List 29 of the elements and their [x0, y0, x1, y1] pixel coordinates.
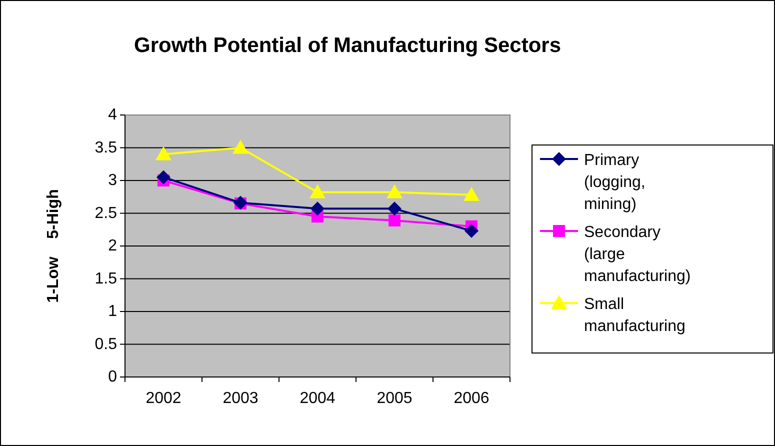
point — [310, 184, 326, 198]
legend-label: Primary (logging, mining) — [584, 152, 646, 213]
x-tick-label: 2005 — [376, 390, 412, 407]
y-tick-label: 2 — [108, 238, 118, 254]
y-tick-label: 3 — [108, 172, 118, 189]
point — [310, 202, 324, 216]
y-tick-label: 0 — [108, 368, 118, 386]
point — [232, 140, 248, 154]
x-tick-label: 2006 — [454, 390, 490, 407]
point — [156, 146, 172, 160]
y-axis-title: 1-Low 5-High — [45, 189, 62, 303]
x-tick-label: 2002 — [146, 390, 182, 407]
point — [464, 186, 480, 201]
y-tick-label: 2.5 — [94, 204, 118, 222]
point — [388, 202, 402, 216]
legend-label: Secondary (large manufacturing) — [584, 224, 691, 285]
x-tick-label: 2003 — [222, 390, 258, 407]
x-tick-label: 2004 — [300, 390, 336, 407]
y-tick-label: 4 — [108, 106, 118, 124]
y-tick-label: 1 — [108, 303, 118, 320]
y-tick-label: 3.5 — [94, 139, 118, 156]
point — [386, 184, 402, 198]
legend-label: Small manufacturing — [584, 296, 686, 335]
y-tick-label: 0.5 — [94, 336, 118, 353]
chart-title: Growth Potential of Manufacturing Sectors — [134, 34, 562, 57]
point — [156, 170, 170, 184]
y-tick-label: 1.5 — [94, 270, 118, 288]
point — [464, 224, 478, 238]
point — [388, 214, 400, 226]
